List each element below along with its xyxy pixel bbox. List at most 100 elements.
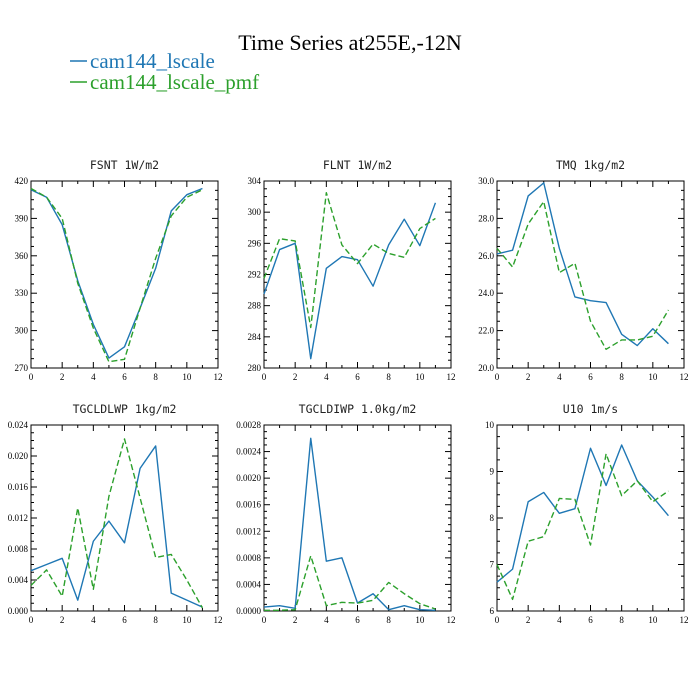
x-tick-label: 0 <box>495 372 500 382</box>
y-tick-label: 0.0000 <box>236 606 261 616</box>
y-tick-label: 10 <box>485 420 495 430</box>
y-tick-label: 300 <box>248 207 262 217</box>
x-tick-label: 8 <box>619 615 624 625</box>
series-line-2 <box>496 453 669 601</box>
legend-label-series-1: cam144_lscale <box>90 49 215 73</box>
x-tick-label: 2 <box>293 372 298 382</box>
x-tick-label: 8 <box>153 615 158 625</box>
figure-title: Time Series at255E,-12N <box>238 30 462 55</box>
y-tick-label: 292 <box>248 270 262 280</box>
y-tick-label: 30.0 <box>478 176 494 186</box>
series-line-2 <box>30 438 204 609</box>
y-tick-label: 360 <box>15 251 29 261</box>
series-line-2 <box>496 200 670 350</box>
x-tick-label: 0 <box>495 615 500 625</box>
x-tick-label: 10 <box>648 372 658 382</box>
y-tick-label: 0.0028 <box>236 420 261 430</box>
y-tick-label: 330 <box>15 288 29 298</box>
y-tick-label: 0.020 <box>8 451 29 461</box>
y-tick-label: 8 <box>490 513 495 523</box>
y-tick-label: 0.0016 <box>236 500 261 510</box>
x-tick-label: 10 <box>415 615 425 625</box>
series-line-2 <box>264 555 436 612</box>
panel-title: FSNT 1W/m2 <box>90 158 159 172</box>
x-tick-label: 8 <box>386 372 391 382</box>
y-tick-label: 0.0008 <box>236 553 261 563</box>
chart-panel-3: TMQ 1kg/m2 0 2 4 6 8 10 12 20.0 22.0 24.0 26.0 28.0 3… <box>478 158 688 382</box>
x-tick-label: 6 <box>122 372 127 382</box>
panel-title: TMQ 1kg/m2 <box>556 158 625 172</box>
x-tick-label: 2 <box>526 372 531 382</box>
x-tick-label: 4 <box>557 615 562 625</box>
y-tick-label: 390 <box>15 213 29 223</box>
x-tick-label: 6 <box>588 615 593 625</box>
x-tick-label: 10 <box>648 615 658 625</box>
y-tick-label: 0.004 <box>8 575 29 585</box>
x-tick-label: 8 <box>153 372 158 382</box>
y-tick-label: 7 <box>490 560 495 570</box>
x-tick-label: 0 <box>262 615 267 625</box>
x-tick-label: 2 <box>526 615 531 625</box>
x-tick-label: 6 <box>355 372 360 382</box>
series-line-2 <box>263 191 436 329</box>
y-tick-label: 26.0 <box>478 251 494 261</box>
x-tick-label: 4 <box>91 615 96 625</box>
y-tick-label: 0.012 <box>8 513 28 523</box>
x-tick-label: 12 <box>447 372 456 382</box>
chart-panel-4: TGCLDLWP 1kg/m2 0 2 4 6 8 10 12 0.000 0.004 0.008 0… <box>8 402 223 625</box>
y-tick-label: 0.0020 <box>236 473 261 483</box>
x-tick-label: 4 <box>324 615 329 625</box>
series-line-1 <box>30 187 203 359</box>
x-tick-label: 0 <box>262 372 267 382</box>
x-tick-label: 4 <box>324 372 329 382</box>
y-tick-label: 0.0012 <box>236 526 261 536</box>
y-tick-label: 0.016 <box>8 482 29 492</box>
y-tick-label: 28.0 <box>478 213 494 223</box>
y-tick-label: 420 <box>15 176 29 186</box>
x-tick-label: 12 <box>680 615 689 625</box>
y-tick-label: 20.0 <box>478 363 494 373</box>
x-tick-label: 12 <box>214 615 223 625</box>
x-tick-label: 8 <box>619 372 624 382</box>
x-tick-label: 6 <box>355 615 360 625</box>
series-line-2 <box>30 187 203 363</box>
x-tick-label: 6 <box>122 615 127 625</box>
y-tick-label: 6 <box>490 606 495 616</box>
series-line-1 <box>496 182 669 347</box>
panels: FSNT 1W/m20 2 4 6 8 10 12270300330360390420FLN… <box>8 158 689 625</box>
series-line-1 <box>263 437 436 612</box>
x-tick-label: 6 <box>588 372 593 382</box>
x-tick-label: 0 <box>29 615 34 625</box>
panel-title: FLNT 1W/m2 <box>323 158 392 172</box>
y-tick-label: 22.0 <box>478 326 494 336</box>
panel-title: TGCLDIWP 1.0kg/m2 <box>299 402 417 416</box>
x-tick-label: 2 <box>60 372 65 382</box>
y-tick-label: 296 <box>248 238 262 248</box>
y-tick-label: 0.008 <box>8 544 29 554</box>
chart-panel-1: FSNT 1W/m2 0 2 4 6 8 10 12 270 300 330 360 390 420 <box>15 158 223 382</box>
x-tick-label: 10 <box>182 372 192 382</box>
x-tick-label: 2 <box>60 615 65 625</box>
legend-label-series-2: cam144_lscale_pmf <box>90 70 259 94</box>
x-tick-label: 8 <box>386 615 391 625</box>
x-tick-label: 4 <box>91 372 96 382</box>
chart-panel-6: U10 1m/s 0 2 4 6 8 10 12 6 7 8 9 10 <box>485 402 689 625</box>
chart-panel-2: FLNT 1W/m2 0 2 4 6 8 10 12 280 284 288 292 296 300 304 <box>248 158 456 382</box>
y-tick-label: 0.024 <box>8 420 29 430</box>
series-line-1 <box>30 445 203 608</box>
y-tick-label: 0.0004 <box>236 579 261 589</box>
x-tick-label: 10 <box>182 615 192 625</box>
x-tick-label: 2 <box>293 615 298 625</box>
y-tick-label: 288 <box>248 301 262 311</box>
x-tick-label: 12 <box>680 372 689 382</box>
series-line-1 <box>263 202 437 360</box>
y-tick-label: 24.0 <box>478 288 494 298</box>
y-tick-label: 304 <box>248 176 262 186</box>
x-tick-label: 0 <box>29 372 34 382</box>
x-tick-label: 12 <box>447 615 456 625</box>
x-tick-label: 4 <box>557 372 562 382</box>
y-tick-label: 270 <box>15 363 29 373</box>
y-tick-label: 280 <box>248 363 262 373</box>
y-tick-label: 9 <box>490 467 495 477</box>
